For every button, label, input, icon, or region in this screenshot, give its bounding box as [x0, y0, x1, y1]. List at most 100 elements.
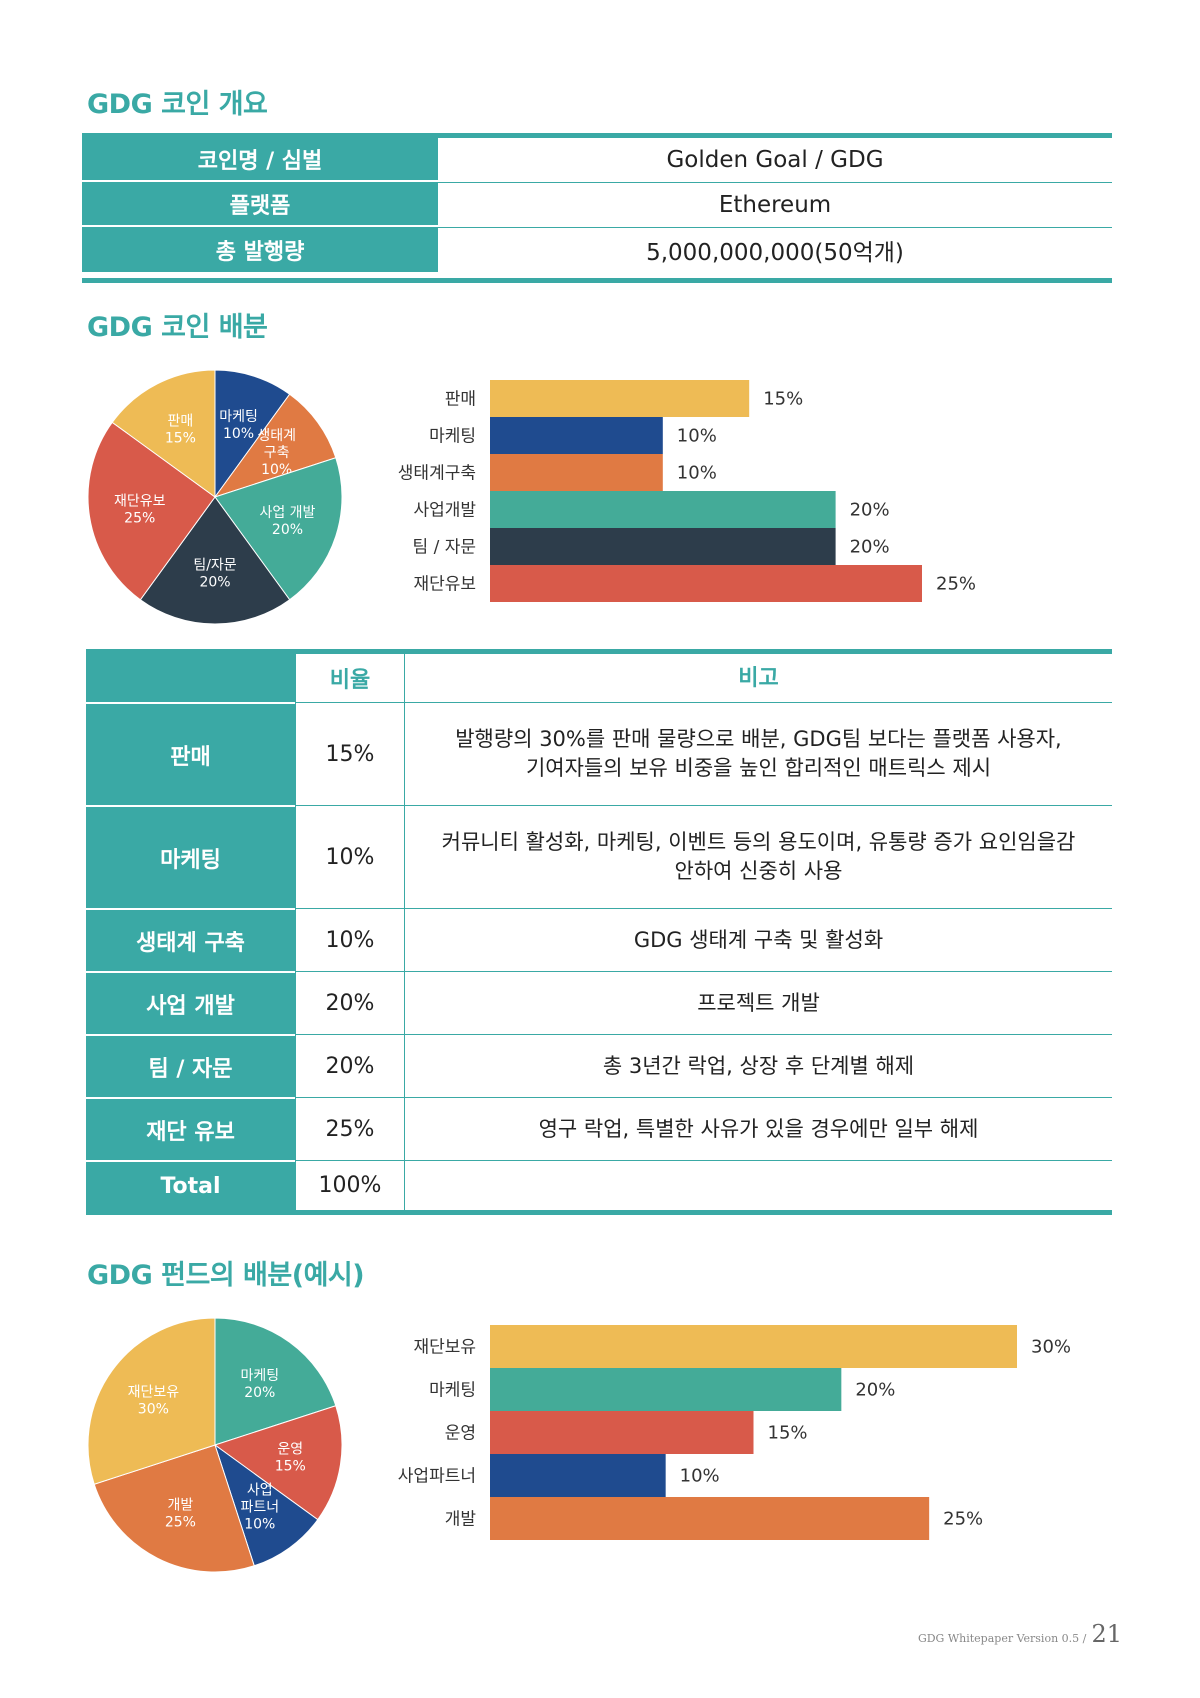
- pie-slice: [213, 393, 337, 498]
- allocation-table: 비율 비고 판매 15% 발행량의 30%를 판매 물량으로 배분, GDG팀 …: [86, 649, 1112, 1215]
- allocation-note: 총 3년간 락업, 상장 후 단계별 해제: [405, 1034, 1112, 1097]
- bar-value-label: 10%: [677, 463, 717, 484]
- overview-row: 총 발행량 5,000,000,000(50억개): [82, 227, 1112, 272]
- overview-label: 코인명 / 심벌: [82, 138, 438, 182]
- overview-row: 코인명 / 심벌 Golden Goal / GDG: [82, 138, 1112, 182]
- allocation-header-row: 비율 비고: [86, 654, 1112, 702]
- bar-category-label: 생태계구축: [398, 464, 476, 484]
- pie-slice-label: 운영 15%: [275, 1441, 306, 1474]
- allocation-category: 마케팅: [86, 805, 295, 908]
- bar: [490, 417, 663, 454]
- note-line: 발행량의 30%를 판매 물량으로 배분, GDG팀 보다는 플랫폼 사용자,: [455, 727, 1062, 751]
- allocation-header-note: 비고: [738, 665, 779, 691]
- pie-slice-label: 재단유보 25%: [114, 493, 166, 526]
- bar-value-label: 10%: [680, 1466, 720, 1487]
- pie-slice: [139, 496, 291, 625]
- allocation-row: 재단 유보 25% 영구 락업, 특별한 사유가 있을 경우에만 일부 해제: [86, 1097, 1112, 1160]
- bar-category-label: 사업개발: [413, 501, 476, 521]
- allocation-pct: 15%: [295, 702, 405, 805]
- pie-slice-label: 판매 15%: [165, 414, 196, 447]
- allocation-category: 팀 / 자문: [86, 1034, 295, 1097]
- section-title-overview: GDG 코인 개요: [87, 89, 268, 120]
- bar: [490, 1454, 666, 1497]
- bar: [490, 1411, 754, 1454]
- allocation-header-pct: 비율: [295, 654, 405, 702]
- overview-label: 플랫폼: [82, 183, 438, 227]
- bar-value-label: 10%: [677, 426, 717, 447]
- allocation-category: 사업 개발: [86, 971, 295, 1034]
- section-title-distribution: GDG 코인 배분: [87, 312, 268, 343]
- allocation-row: 사업 개발 20% 프로젝트 개발: [86, 971, 1112, 1034]
- pie-slice: [93, 1444, 255, 1573]
- bar: [490, 491, 836, 528]
- note-line: 커뮤니티 활성화, 마케팅, 이벤트 등의 용도이며, 유통량 증가 요인임을감: [441, 830, 1076, 854]
- pie-slice-label: 재단보유 30%: [128, 1385, 180, 1418]
- bar-value-label: 15%: [763, 389, 803, 410]
- allocation-category: 재단 유보: [86, 1097, 295, 1160]
- bar: [490, 1368, 842, 1411]
- pie-slice-label: 개발 25%: [165, 1497, 196, 1530]
- allocation-note: 발행량의 30%를 판매 물량으로 배분, GDG팀 보다는 플랫폼 사용자, 기…: [405, 702, 1112, 805]
- allocation-note: 프로젝트 개발: [405, 971, 1112, 1034]
- bar: [490, 380, 750, 417]
- allocation-row: 팀 / 자문 20% 총 3년간 락업, 상장 후 단계별 해제: [86, 1034, 1112, 1097]
- allocation-note: [405, 1160, 1112, 1210]
- fund-distribution-bar-chart: 재단보유 30% 마케팅 20% 운영 15% 사업파트너 10% 개발 25%: [398, 1325, 1071, 1540]
- allocation-note: 영구 락업, 특별한 사유가 있을 경우에만 일부 해제: [405, 1097, 1112, 1160]
- allocation-pct: 20%: [295, 1034, 405, 1097]
- bar-category-label: 판매: [445, 390, 476, 410]
- bar-value-label: 20%: [855, 1380, 895, 1401]
- pie-slice-label: 사업 파트너 10%: [240, 1483, 279, 1533]
- section-title-fund-distribution: GDG 펀드의 배분(예시): [87, 1260, 365, 1291]
- bar: [490, 565, 922, 602]
- bar-category-label: 운영: [445, 1424, 476, 1444]
- bar: [490, 454, 663, 491]
- bar-value-label: 25%: [936, 574, 976, 595]
- bar: [490, 1497, 930, 1540]
- pie-slice: [214, 1443, 319, 1567]
- bar-category-label: 사업파트너: [398, 1467, 476, 1487]
- bar: [490, 1325, 1017, 1368]
- allocation-pct: 100%: [295, 1160, 405, 1210]
- page-footer: GDG Whitepaper Version 0.5 / 21: [918, 1620, 1122, 1648]
- coin-distribution-bar-chart: 판매 15% 마케팅 10% 생태계구축 10% 사업개발 20% 팀 / 자문 20% 재단유보 2…: [398, 380, 976, 602]
- allocation-note: GDG 생태계 구축 및 활성화: [405, 908, 1112, 971]
- pie-slice-label: 마케팅 20%: [240, 1368, 279, 1401]
- allocation-pct: 10%: [295, 805, 405, 908]
- allocation-total-row: Total 100%: [86, 1160, 1112, 1210]
- pie-slice: [214, 1317, 337, 1446]
- bar-value-label: 20%: [850, 500, 890, 521]
- coin-distribution-pie-chart: 마케팅 10% 생태계 구축 10%사업 개발 20%팀/자문 20%재단유보 25%판매 15…: [87, 369, 343, 625]
- pie-slice: [111, 369, 216, 498]
- bar-value-label: 15%: [768, 1423, 808, 1444]
- pie-slice: [214, 369, 291, 499]
- bar-value-label: 30%: [1031, 1337, 1071, 1358]
- pie-slice: [214, 457, 343, 601]
- bar-category-label: 팀 / 자문: [413, 538, 476, 558]
- bar-category-label: 재단보유: [413, 1338, 476, 1358]
- bar-value-label: 25%: [943, 1509, 983, 1530]
- allocation-category: 생태계 구축: [86, 908, 295, 971]
- bar-value-label: 20%: [850, 537, 890, 558]
- fund-distribution-pie-chart: 마케팅 20% 운영 15% 사업 파트너 10% 개발 25% 재단보유 30%: [87, 1317, 343, 1573]
- allocation-pct: 20%: [295, 971, 405, 1034]
- allocation-category: Total: [86, 1160, 295, 1210]
- pie-slice-label: 팀/자문 20%: [193, 558, 236, 591]
- page-number: 21: [1091, 1620, 1122, 1648]
- allocation-header-blank: [86, 654, 295, 702]
- overview-label: 총 발행량: [82, 228, 438, 272]
- allocation-row: 생태계 구축 10% GDG 생태계 구축 및 활성화: [86, 908, 1112, 971]
- allocation-row: 마케팅 10% 커뮤니티 활성화, 마케팅, 이벤트 등의 용도이며, 유통량 …: [86, 805, 1112, 908]
- coin-overview-table: 코인명 / 심벌 Golden Goal / GDG 플랫폼 Ethereum …: [82, 133, 1112, 283]
- pie-slice-label: 마케팅 10%: [219, 409, 258, 442]
- note-line: 안하여 신중히 사용: [674, 859, 843, 883]
- overview-value: Golden Goal / GDG: [666, 147, 884, 173]
- allocation-pct: 25%: [295, 1097, 405, 1160]
- overview-value: 5,000,000,000(50억개): [646, 240, 904, 266]
- allocation-pct: 10%: [295, 908, 405, 971]
- bar: [490, 528, 836, 565]
- pie-slice-label: 사업 개발 20%: [259, 505, 315, 538]
- allocation-note: 커뮤니티 활성화, 마케팅, 이벤트 등의 용도이며, 유통량 증가 요인임을감…: [405, 805, 1112, 908]
- pie-slice: [87, 1317, 216, 1485]
- pie-slice: [87, 421, 216, 601]
